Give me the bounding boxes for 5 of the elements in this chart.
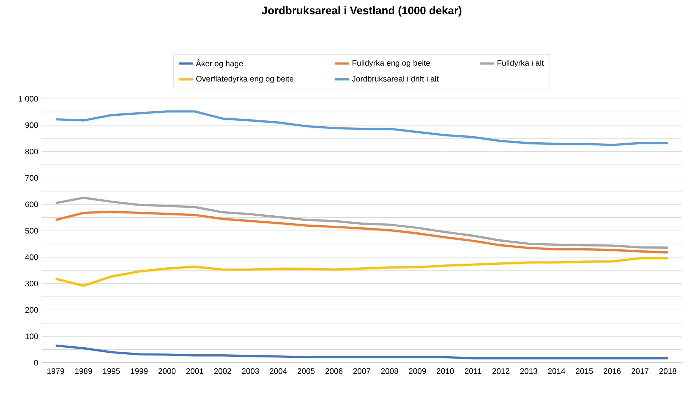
line-series <box>54 110 670 146</box>
line-series <box>54 257 670 288</box>
line-series <box>54 210 670 254</box>
line-series <box>54 196 670 249</box>
chart-title: Jordbruksareal i Vestland (1000 dekar) <box>262 6 462 17</box>
